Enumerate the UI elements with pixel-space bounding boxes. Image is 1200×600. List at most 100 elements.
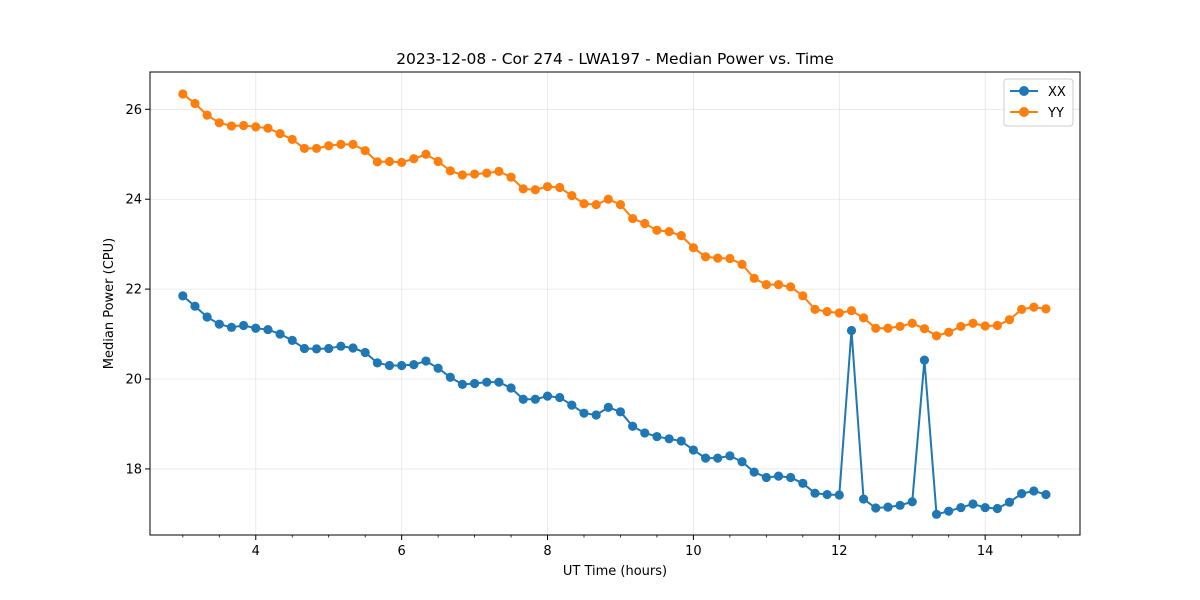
data-point-xx xyxy=(190,301,200,311)
data-point-yy xyxy=(433,156,443,167)
data-point-xx xyxy=(871,503,881,513)
data-point-yy xyxy=(1004,315,1015,325)
data-point-xx xyxy=(421,356,431,366)
data-point-yy xyxy=(628,213,638,224)
data-point-yy xyxy=(980,321,990,331)
data-point-xx xyxy=(773,471,784,481)
data-point-yy xyxy=(931,331,942,341)
data-point-yy xyxy=(664,226,674,237)
data-point-yy xyxy=(688,243,699,253)
grid xyxy=(150,72,1080,535)
data-point-yy xyxy=(445,166,455,176)
data-point-yy xyxy=(749,273,759,283)
data-point-xx xyxy=(907,497,917,507)
data-point-xx xyxy=(786,472,796,483)
data-point-yy xyxy=(810,304,820,314)
data-point-yy xyxy=(263,123,273,133)
data-point-yy xyxy=(202,110,212,120)
data-point-xx xyxy=(700,453,711,463)
data-point-yy xyxy=(846,306,857,316)
data-point-yy xyxy=(409,154,419,164)
data-point-xx xyxy=(858,494,869,504)
data-point-xx xyxy=(664,434,674,444)
data-point-yy xyxy=(469,169,480,179)
data-point-xx xyxy=(579,408,589,418)
data-point-xx xyxy=(992,503,1002,514)
data-point-xx xyxy=(494,377,504,387)
data-point-xx xyxy=(263,324,273,335)
data-point-xx xyxy=(251,323,261,333)
data-point-yy xyxy=(226,121,237,131)
data-point-xx xyxy=(749,467,759,477)
legend-marker-yy xyxy=(1019,107,1029,117)
x-tick-label: 8 xyxy=(543,544,551,559)
data-point-xx xyxy=(737,457,747,467)
data-point-xx xyxy=(628,421,638,431)
series-yy xyxy=(178,89,1051,341)
data-point-yy xyxy=(883,323,893,333)
data-point-yy xyxy=(871,323,881,333)
data-point-xx xyxy=(883,502,893,512)
data-point-xx xyxy=(980,502,990,513)
data-point-yy xyxy=(834,308,844,318)
data-point-yy xyxy=(494,166,504,176)
data-point-xx xyxy=(226,322,237,332)
x-tick-label: 12 xyxy=(831,544,848,559)
data-point-yy xyxy=(773,280,784,290)
data-point-xx xyxy=(397,360,407,371)
data-point-xx xyxy=(1041,489,1051,500)
data-point-yy xyxy=(968,318,978,328)
data-point-xx xyxy=(433,363,443,373)
legend-label-yy: YY xyxy=(1047,106,1064,121)
data-point-xx xyxy=(944,506,954,516)
chart-title: 2023-12-08 - Cor 274 - LWA197 - Median P… xyxy=(396,50,834,68)
data-point-xx xyxy=(798,478,808,488)
data-point-xx xyxy=(457,379,468,390)
series-layer xyxy=(178,89,1051,519)
series-xx xyxy=(178,291,1051,519)
data-point-xx xyxy=(603,402,613,412)
data-point-xx xyxy=(761,472,771,483)
data-point-yy xyxy=(652,225,662,235)
data-point-xx xyxy=(725,451,735,461)
data-point-xx xyxy=(810,488,820,498)
data-point-xx xyxy=(567,400,577,410)
data-point-xx xyxy=(482,377,492,387)
data-point-xx xyxy=(530,394,540,404)
data-point-yy xyxy=(591,200,601,210)
data-point-yy xyxy=(895,321,905,332)
y-tick-label: 22 xyxy=(125,283,142,298)
legend: XX YY xyxy=(1003,78,1074,127)
data-point-xx xyxy=(214,319,224,329)
legend-marker-xx xyxy=(1019,86,1029,96)
data-point-xx xyxy=(919,355,930,365)
data-point-yy xyxy=(397,157,407,167)
y-axis-label: Median Power (CPU) xyxy=(102,238,117,369)
data-point-xx xyxy=(469,378,480,389)
data-point-xx xyxy=(834,490,844,500)
data-point-xx xyxy=(968,499,978,509)
data-point-yy xyxy=(761,280,771,290)
data-point-xx xyxy=(688,445,699,455)
data-point-xx xyxy=(895,500,905,510)
data-point-yy xyxy=(530,185,540,195)
data-point-xx xyxy=(299,343,310,354)
data-point-xx xyxy=(542,391,553,401)
data-point-xx xyxy=(275,329,285,339)
data-point-yy xyxy=(640,218,650,229)
data-point-yy xyxy=(287,134,297,145)
data-point-yy xyxy=(786,282,796,292)
data-point-xx xyxy=(676,436,686,446)
legend-label-xx: XX xyxy=(1048,85,1066,100)
data-point-yy xyxy=(555,182,565,193)
data-point-yy xyxy=(579,199,589,209)
data-point-xx xyxy=(591,410,601,420)
axis-ticks: 4 6 8 10 12 14 18 20 22 24 26 xyxy=(125,103,1059,559)
data-point-xx xyxy=(956,502,966,513)
data-point-yy xyxy=(506,172,516,182)
data-point-xx xyxy=(178,291,188,301)
data-point-yy xyxy=(798,291,808,301)
x-tick-label: 10 xyxy=(685,544,702,559)
data-point-xx xyxy=(384,360,395,371)
